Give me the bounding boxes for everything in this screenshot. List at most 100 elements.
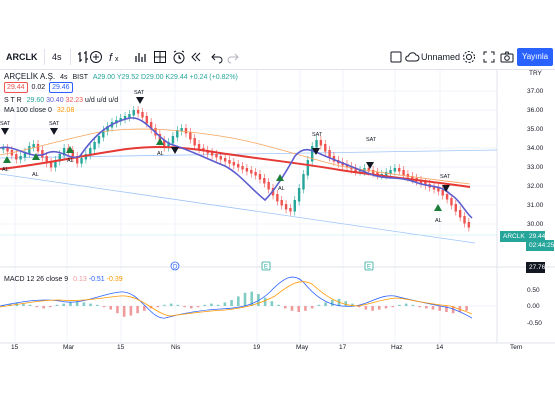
macd-histogram-bar: [257, 294, 260, 306]
camera-snapshot-icon[interactable]: [499, 49, 515, 65]
macd-histogram-bar: [465, 306, 468, 311]
cloud-save-icon[interactable]: [404, 49, 420, 65]
candle-body: [445, 194, 449, 200]
macd-histogram-bar: [297, 306, 301, 312]
candle-body: [75, 156, 79, 164]
candle-body: [467, 222, 471, 228]
legend-title: ARÇELİK A.Ş.: [4, 72, 56, 81]
time-tick-label: May: [296, 344, 309, 351]
macd-histogram-bar: [384, 306, 388, 309]
ma-orange-line: [0, 128, 471, 185]
price-tick-label: 30.00: [527, 221, 544, 228]
layout-name[interactable]: Unnamed: [421, 52, 461, 62]
candle-body: [297, 188, 301, 202]
candle-body: [54, 160, 57, 168]
macd-histogram-bar: [357, 306, 361, 308]
chart-area[interactable]: SAT SAT SAT SAT SAT SAT AL AL AL AL AL A…: [0, 70, 555, 400]
publish-button[interactable]: Yayınla: [517, 48, 553, 66]
trend-line-lower[interactable]: [0, 173, 476, 244]
current-symbol-tag: ARCLK: [500, 231, 536, 242]
candle-body: [241, 166, 244, 170]
macd-histogram: [2, 291, 468, 317]
current-price-tag: 29.44: [526, 231, 546, 242]
interval-button[interactable]: 4s: [52, 52, 62, 62]
macd-histogram-bar: [143, 306, 146, 311]
str-value-3: 32.23: [65, 97, 84, 104]
candle-body: [145, 116, 149, 124]
redo-icon[interactable]: [225, 49, 241, 65]
macd-histogram-bar: [136, 306, 139, 314]
sell-price-button[interactable]: 29.44: [4, 82, 28, 93]
candle-body: [184, 128, 188, 134]
candle-body: [163, 140, 166, 148]
templates-icon[interactable]: [133, 49, 149, 65]
sell-signal-marker: [442, 185, 450, 192]
sell-label: SAT: [312, 132, 323, 138]
time-tick-label: 15: [11, 344, 19, 351]
candle-body: [411, 176, 414, 180]
candle-body: [450, 198, 453, 206]
earnings-event-icon[interactable]: [364, 261, 374, 271]
time-tick-label: 17: [339, 344, 347, 351]
candle-body: [45, 156, 48, 164]
macd-histogram-bar: [210, 303, 213, 306]
fullscreen-icon[interactable]: [481, 49, 497, 65]
macd-histogram-bar: [438, 306, 442, 311]
layout-grid-icon[interactable]: [152, 49, 168, 65]
candle-body: [376, 172, 379, 176]
currency-label: TRY: [529, 70, 542, 77]
macd-histogram-bar: [62, 303, 66, 306]
macd-histogram-bar: [411, 304, 415, 306]
candle-body: [258, 174, 262, 180]
bar-style-icon[interactable]: [75, 49, 91, 65]
divider: [70, 49, 71, 65]
ma-legend: MA 100 close 0 32.08: [4, 106, 74, 115]
compare-icon[interactable]: [88, 49, 104, 65]
candle-body: [437, 188, 440, 192]
earnings-event-icon[interactable]: [261, 261, 271, 271]
macd-histogram-bar: [109, 306, 113, 310]
macd-histogram-bar: [156, 306, 160, 308]
macd-histogram-bar: [310, 306, 314, 309]
candle-body: [123, 116, 127, 120]
buy-signal-marker: [32, 153, 40, 160]
alert-clock-icon[interactable]: [171, 49, 187, 65]
macd-histogram-bar: [371, 306, 374, 311]
macd-histogram-bar: [237, 296, 240, 306]
str-value-1: 29.60: [26, 97, 45, 104]
macd-signal-line: [0, 281, 473, 317]
svg-text:f: f: [109, 52, 113, 64]
price-tick-label: 32.00: [527, 183, 544, 190]
candle-body: [306, 160, 310, 176]
time-tick-label: Haz: [391, 344, 403, 351]
macd-tick-label: -0.50: [527, 320, 542, 327]
candle-body: [58, 154, 61, 162]
bar-countdown: 02:44:25: [526, 240, 555, 251]
candle-body: [2, 148, 5, 150]
dividend-event-icon[interactable]: [170, 261, 180, 271]
candle-body: [19, 156, 22, 160]
macd-histogram-bar: [176, 304, 180, 306]
macd-tick-label: 0.50: [527, 287, 540, 294]
candle-body: [310, 146, 314, 162]
replay-icon[interactable]: [190, 49, 206, 65]
macd-histogram-bar: [89, 303, 92, 306]
macd-histogram-bar: [69, 302, 72, 306]
macd-histogram-bar: [122, 306, 126, 317]
macd-value-1: 0.13: [73, 276, 87, 283]
undo-icon[interactable]: [209, 49, 225, 65]
ma-value: 32.08: [56, 107, 75, 114]
candle-body: [280, 200, 283, 206]
buy-price-button[interactable]: 29.46: [49, 82, 73, 93]
settings-gear-icon[interactable]: [461, 49, 477, 65]
candle-body: [215, 154, 218, 158]
candle-body: [80, 158, 83, 164]
select-layout-icon[interactable]: [388, 49, 404, 65]
symbol-search[interactable]: ARCLK: [6, 52, 38, 62]
time-tick-label: 15: [117, 344, 125, 351]
price-tick-label: 35.00: [527, 126, 544, 133]
candle-body: [276, 194, 279, 202]
candle-body: [158, 134, 162, 142]
price-tick-label: 34.00: [527, 145, 544, 152]
